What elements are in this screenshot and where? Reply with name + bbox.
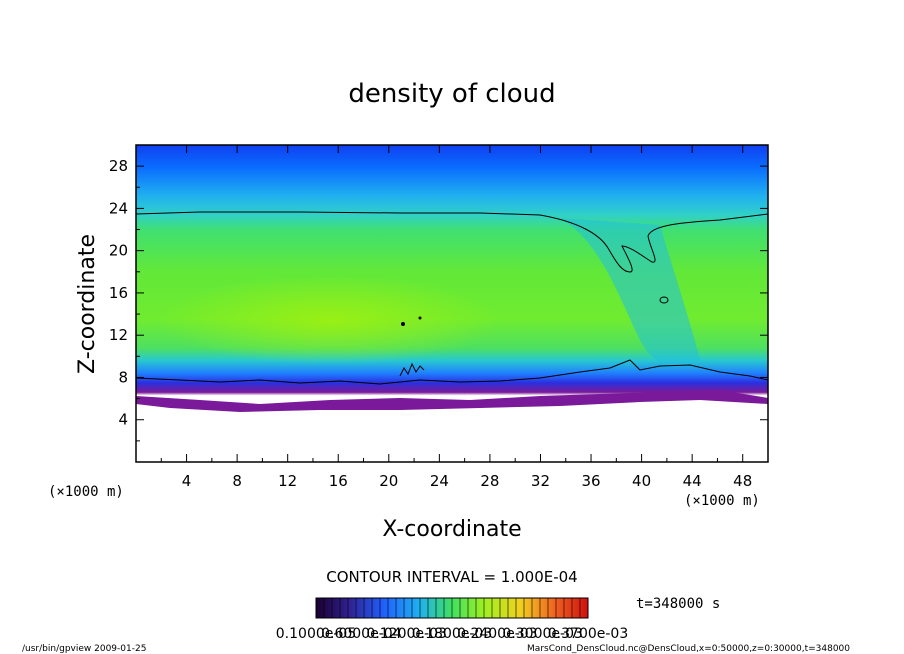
y-axis-ticks: 4 8 12 16 20 24 28 (109, 157, 768, 442)
contour-upper (136, 211, 768, 273)
colorbar-label: 0.1000e-05 (276, 626, 356, 642)
contour-lower (136, 359, 768, 385)
plot-frame (135, 144, 769, 463)
y-unit-label: (×1000 m) (48, 484, 124, 500)
colorbar-label: 0.6000e-04 (321, 626, 402, 642)
y-axis-label: Z-coordinate (75, 234, 100, 374)
y-tick-label: 20 (109, 242, 128, 260)
x-tick-label: 32 (531, 472, 550, 490)
colorbar-label: 0.1800e-03 (412, 626, 492, 642)
cloud-base-band (136, 390, 768, 412)
y-tick-label: 24 (109, 199, 128, 217)
x-tick-label: 12 (278, 472, 297, 490)
colorbar-label: 0.2400e-03 (457, 626, 537, 642)
x-tick-label: 40 (632, 472, 651, 490)
colorbar-label: 0.1200e-03 (366, 626, 446, 642)
y-tick-label: 12 (109, 326, 128, 344)
time-label: t=348000 s (636, 596, 720, 612)
colorbar-label: 0.3700e-03 (548, 626, 628, 642)
x-tick-label: 20 (379, 472, 398, 490)
chart-title: density of cloud (348, 79, 555, 109)
x-unit-label: (×1000 m) (684, 493, 760, 509)
contour-spot-2 (418, 316, 422, 320)
x-tick-label: 28 (480, 472, 499, 490)
density-core (160, 275, 500, 365)
y-tick-label: 8 (118, 368, 128, 386)
footer-left: /usr/bin/gpview 2009-01-25 (22, 644, 146, 654)
x-axis-label: X-coordinate (382, 517, 521, 542)
contour-spot (401, 322, 405, 326)
colorbar-labels: 0.1000e-050.6000e-040.1200e-030.1800e-03… (276, 626, 628, 642)
x-tick-label: 36 (581, 472, 600, 490)
colorbar-ticks (315, 598, 589, 618)
contour-interval: CONTOUR INTERVAL = 1.000E-04 (326, 568, 577, 586)
x-tick-label: 48 (733, 472, 752, 490)
y-tick-label: 28 (109, 157, 128, 175)
footer-right: MarsCond_DensCloud.nc@DensCloud,x=0:5000… (527, 644, 850, 654)
colorbar-label: 0.3000e-03 (502, 626, 582, 642)
x-tick-label: 16 (329, 472, 348, 490)
contour-island (659, 296, 669, 304)
x-tick-label: 4 (182, 472, 192, 490)
y-tick-label: 4 (118, 411, 128, 429)
x-axis-ticks: 4 8 12 16 20 24 28 32 36 40 44 48 (160, 145, 752, 490)
x-tick-label: 8 (232, 472, 242, 490)
plot-area (136, 145, 768, 462)
downdraft-region (560, 218, 700, 366)
contour-noise (399, 362, 425, 377)
x-tick-label: 24 (430, 472, 449, 490)
y-tick-label: 16 (109, 284, 128, 302)
x-tick-label: 44 (683, 472, 702, 490)
